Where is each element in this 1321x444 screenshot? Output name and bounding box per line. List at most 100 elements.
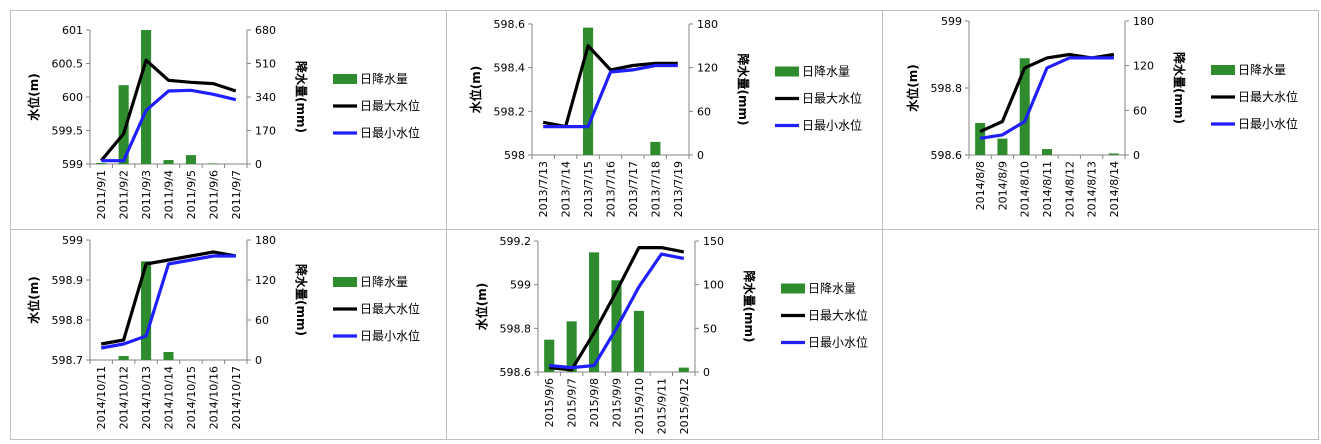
- left-tick-label: 598.6: [931, 149, 963, 162]
- max-level-line: [979, 52, 1115, 134]
- x-tick-label: 2015/9/9: [611, 378, 624, 427]
- max-level-line: [99, 58, 237, 162]
- legend-min-label: 日最小水位: [802, 118, 862, 133]
- y-axis-title: 水位(m): [905, 64, 920, 111]
- left-tick-label: 598.8: [931, 82, 963, 95]
- legend-rain-swatch: [333, 277, 357, 287]
- y-axis-title: 水位(m): [26, 73, 41, 120]
- y2-axis-title: 降水量(mm): [736, 54, 751, 126]
- left-tick-label: 600.5: [52, 58, 84, 71]
- chart-panel-2: 598 598.2 598.4 598.6 0 60 120 180 2013/7/13 2013…: [446, 10, 883, 230]
- x-tick-label: 2014/8/13: [1086, 161, 1099, 217]
- x-tick-label: 2015/9/8: [588, 378, 601, 427]
- left-tick-label: 598.6: [500, 366, 532, 379]
- left-tick-label: 598.7: [52, 354, 84, 367]
- legend-rain-swatch: [775, 66, 799, 77]
- left-tick-label: 599: [62, 158, 83, 171]
- x-tick-label: 2015/9/7: [566, 378, 579, 427]
- legend-rain-label: 日降水量: [808, 282, 856, 296]
- rain-bar: [633, 310, 644, 372]
- x-tick-label: 2014/8/12: [1063, 161, 1076, 217]
- x-tick-label: 2013/7/17: [627, 161, 640, 217]
- y-axis-title: 水位(m): [26, 276, 41, 323]
- left-tick-label: 598.4: [494, 62, 526, 75]
- rain-bar: [678, 367, 689, 372]
- rain-bar: [118, 85, 129, 164]
- right-tick-label: 60: [697, 105, 711, 118]
- left-tick-label: 598.8: [500, 322, 532, 335]
- rain-bar: [163, 160, 174, 164]
- legend-min-label: 日最小水位: [1238, 116, 1298, 131]
- right-tick-label: 120: [697, 62, 718, 75]
- x-tick-label: 2014/10/15: [185, 366, 198, 429]
- chart-svg: 598 598.2 598.4 598.6 0 60 120 180 2013/7/13 2013…: [468, 18, 862, 217]
- x-tick-label: 2013/7/16: [605, 161, 618, 217]
- left-tick-label: 599: [62, 234, 83, 247]
- chart-panel-5: 598.6 598.8 599 599.2 0 50 100 150 2015/9/6 2015/…: [446, 229, 883, 440]
- right-tick-label: 180: [697, 18, 718, 31]
- legend-rain-label: 日降水量: [1238, 63, 1286, 77]
- left-tick-label: 599: [941, 15, 962, 28]
- legend-rain-label: 日降水量: [360, 275, 408, 289]
- right-tick-label: 0: [697, 149, 704, 162]
- left-tick-label: 598.2: [494, 105, 526, 118]
- x-tick-label: 2014/8/14: [1108, 161, 1121, 217]
- x-tick-label: 2014/10/17: [230, 366, 243, 429]
- right-tick-label: 680: [255, 24, 276, 37]
- legend-rain-swatch: [333, 74, 357, 84]
- min-level-line: [101, 88, 237, 163]
- y2-axis-title: 降水量(mm): [1172, 52, 1187, 124]
- rain-bar: [141, 261, 152, 360]
- right-tick-label: 150: [703, 235, 724, 248]
- legend-rain-label: 日降水量: [802, 65, 850, 79]
- x-tick-label: 2014/10/11: [95, 366, 108, 429]
- right-tick-label: 60: [255, 314, 269, 327]
- chart-svg: 598.6 598.8 599 599.2 0 50 100 150 2015/9/6 2015/…: [474, 235, 868, 434]
- y2-axis-title: 降水量(mm): [742, 271, 757, 343]
- chart-panel-1: 599 599.5 600 600.5 601 0 170 340 510 680 2011/9/1…: [10, 10, 447, 230]
- legend-max-label: 日最大水位: [1238, 89, 1298, 104]
- right-tick-label: 180: [1133, 15, 1154, 28]
- y2-axis-title: 降水量(mm): [294, 61, 309, 133]
- y2-axis-title: 降水量(mm): [294, 264, 309, 336]
- x-tick-label: 2014/10/16: [207, 366, 220, 429]
- left-tick-label: 598: [504, 149, 525, 162]
- right-tick-label: 340: [255, 91, 276, 104]
- x-tick-label: 2013/7/14: [560, 161, 573, 217]
- x-tick-label: 2013/7/15: [582, 161, 595, 217]
- rain-bar: [185, 155, 196, 164]
- x-tick-label: 2013/7/19: [672, 161, 685, 217]
- x-tick-label: 2011/9/4: [163, 170, 176, 219]
- rain-bar: [141, 30, 152, 164]
- right-tick-label: 100: [703, 279, 724, 292]
- left-tick-label: 599: [510, 279, 531, 292]
- rain-bar: [544, 339, 555, 372]
- rain-bar: [1019, 58, 1030, 155]
- x-tick-label: 2014/8/9: [996, 161, 1009, 210]
- x-tick-label: 2011/9/5: [185, 170, 198, 219]
- legend-max-label: 日最大水位: [360, 98, 420, 113]
- min-level-line: [549, 252, 685, 370]
- chart-panel-4: 598.7 598.8 598.9 599 0 60 120 180 2014/10/11 201…: [10, 229, 447, 440]
- left-tick-label: 599.5: [52, 125, 84, 138]
- right-tick-label: 50: [703, 322, 717, 335]
- legend-min-label: 日最小水位: [360, 125, 420, 140]
- left-tick-label: 600: [62, 91, 83, 104]
- right-tick-label: 510: [255, 58, 276, 71]
- min-level-line: [100, 254, 236, 350]
- left-tick-label: 598.6: [494, 18, 526, 31]
- x-tick-label: 2013/7/18: [649, 161, 662, 217]
- x-tick-label: 2014/10/13: [140, 366, 153, 429]
- max-level-line: [549, 246, 685, 372]
- x-tick-label: 2015/9/11: [655, 378, 668, 434]
- x-tick-label: 2014/8/11: [1041, 161, 1054, 217]
- legend-min-label: 日最小水位: [808, 335, 868, 350]
- chart-svg: 598.7 598.8 598.9 599 0 60 120 180 2014/10/11 201…: [26, 234, 420, 429]
- x-tick-label: 2011/9/7: [230, 170, 243, 219]
- empty-chart-cell: [882, 229, 1319, 440]
- rain-bar: [566, 321, 577, 372]
- right-tick-label: 60: [1133, 104, 1147, 117]
- right-tick-label: 0: [1133, 149, 1140, 162]
- chart-svg: 599 599.5 600 600.5 601 0 170 340 510 680 2011/9/1…: [26, 24, 420, 219]
- legend-min-label: 日最小水位: [360, 328, 420, 343]
